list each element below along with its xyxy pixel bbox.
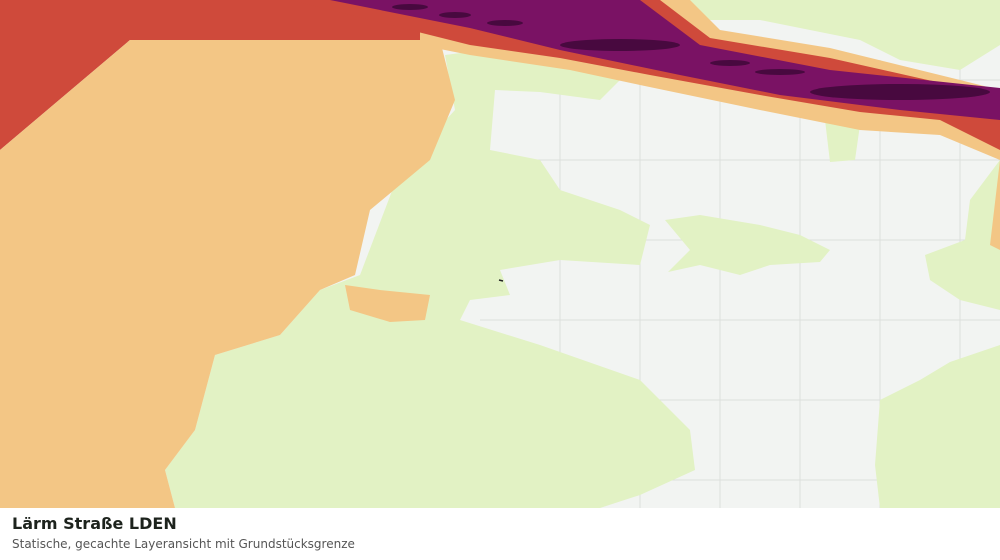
info-panel: Lärm Straße LDEN Statische, gecachte Lay… — [0, 508, 1000, 560]
layer-subtitle: Statische, gecachte Layeransicht mit Gru… — [12, 537, 355, 551]
map — [0, 0, 1000, 508]
layer-title: Lärm Straße LDEN — [12, 514, 177, 533]
